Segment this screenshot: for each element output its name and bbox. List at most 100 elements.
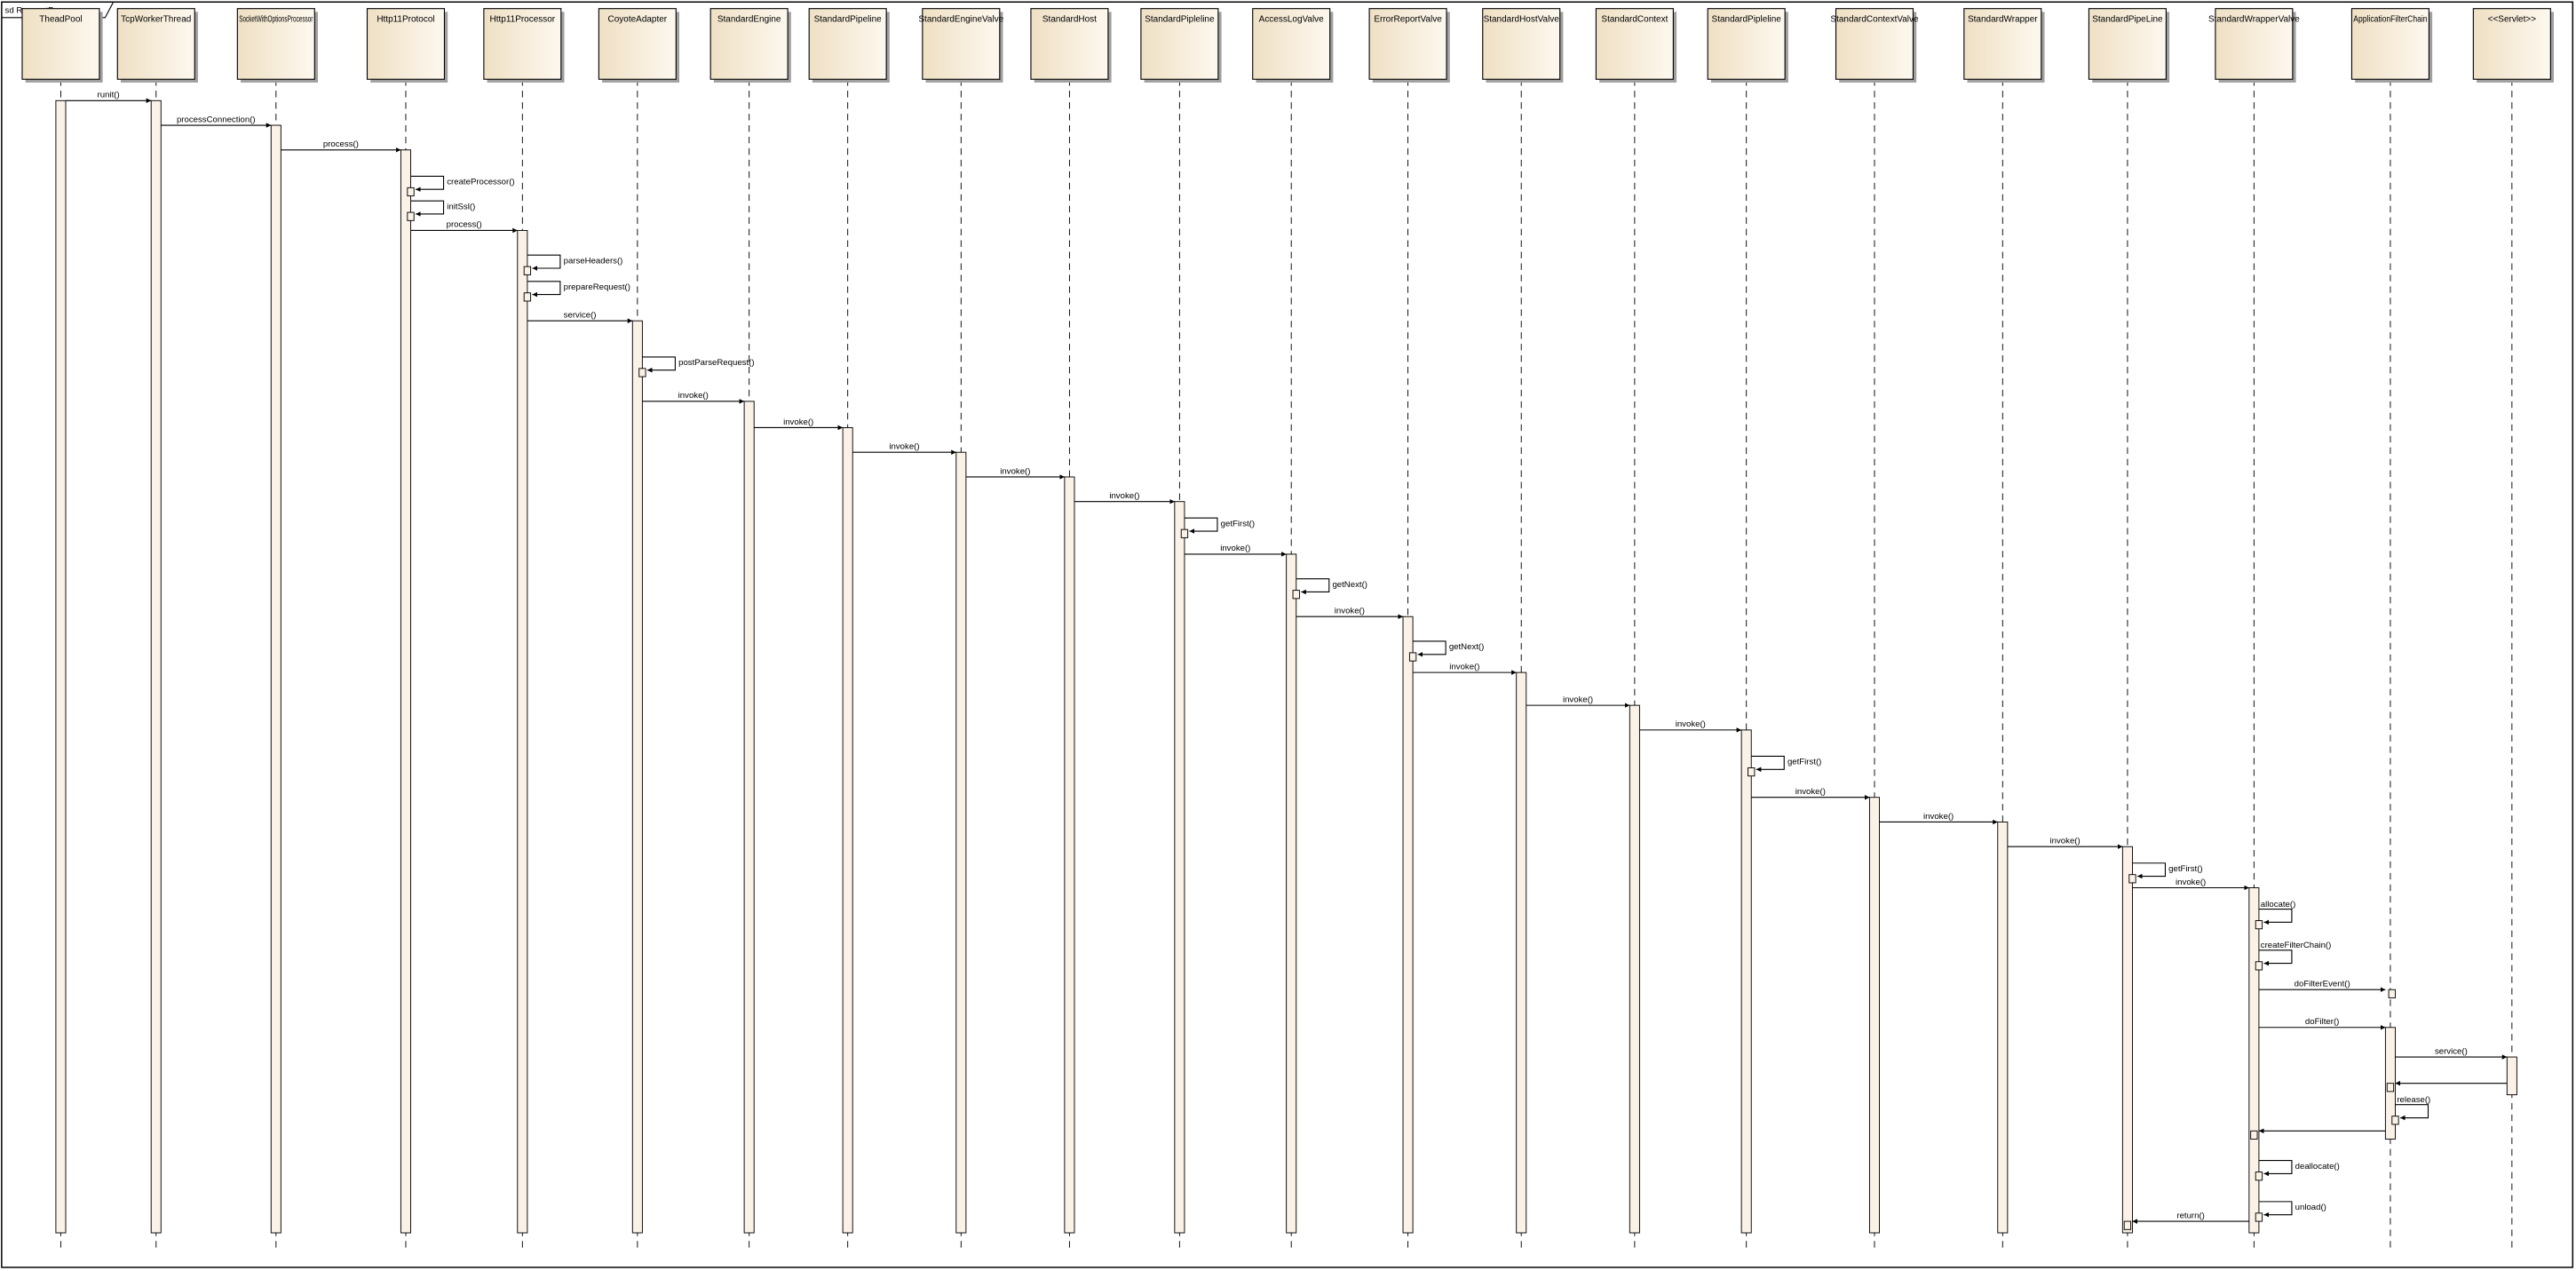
self-message-arrow: [1296, 578, 1330, 595]
execution-box: [407, 211, 415, 221]
activation-bar: [1868, 797, 1881, 1234]
execution-box: [2255, 1172, 2263, 1181]
lifeline-name: StandardPipeLine: [2092, 14, 2163, 24]
message-self: getFirst(): [1180, 517, 1255, 538]
message-call: invoke(): [1879, 812, 1998, 825]
message-label: getFirst(): [1221, 519, 1255, 528]
execution-box: [1748, 767, 1756, 777]
message-label: invoke(): [1563, 695, 1593, 704]
lifeline-header: StandardEngineValve: [918, 8, 1004, 83]
activation-bar: [150, 99, 162, 1234]
lifeline-name: Http11Protocol: [376, 14, 434, 24]
message-label: invoke(): [1923, 812, 1954, 822]
message-label: parseHeaders(): [564, 256, 623, 266]
activation-bar: [842, 426, 853, 1234]
lifeline-header: TcpWorkerThread: [116, 8, 198, 83]
self-message-arrow: [1184, 517, 1218, 534]
message-self: unload(): [2255, 1201, 2326, 1222]
lifeline-box: [808, 8, 887, 80]
lifeline-header: StandardWrapperValve: [2208, 8, 2300, 83]
message-call: invoke(): [1074, 491, 1175, 504]
lifeline-header: StandardHostValve: [1482, 8, 1564, 83]
message-label: invoke(): [1109, 491, 1139, 501]
self-message-arrow: [1751, 755, 1785, 773]
self-message-arrow: [2258, 908, 2293, 925]
execution-box: [2388, 989, 2396, 998]
message-call: process(): [410, 220, 518, 234]
lifeline-box: [366, 8, 446, 80]
lifeline-box: [709, 8, 789, 80]
activation-bar: [400, 149, 411, 1234]
self-message-arrow: [410, 200, 445, 217]
self-message-arrow: [2132, 862, 2167, 879]
message-call: invoke(): [1526, 695, 1630, 708]
message-label: return(): [2176, 1211, 2205, 1220]
lifeline-name: StandardPipleline: [1712, 14, 1782, 24]
lifeline-header: StandardPipeLine: [2088, 8, 2170, 83]
message-self: release(): [2391, 1095, 2430, 1125]
lifeline-header: StandardPipeline: [808, 8, 890, 83]
lifeline-name: CoyoteAdapter: [608, 14, 668, 24]
lifeline-header: SocketWithOptionsProcessor: [236, 8, 318, 83]
lifeline-box: [2472, 8, 2551, 80]
lifeline-box: [21, 8, 100, 80]
activation-bar: [1740, 729, 1752, 1234]
message-self: getFirst(): [2128, 862, 2203, 884]
message-call: runit(): [66, 91, 152, 104]
message-call: doFilter(): [2258, 1017, 2386, 1030]
lifeline-box: [1835, 8, 1914, 80]
lifeline-name: SocketWithOptionsProcessor: [239, 14, 313, 24]
activation-bar: [2248, 887, 2260, 1234]
lifeline-header: StandardHost: [1030, 8, 1112, 83]
lifeline-header: StandardEngine: [709, 8, 791, 83]
activation-bar: [1064, 476, 1075, 1234]
message-label: invoke(): [1676, 719, 1706, 729]
lifeline-header: ApplicationFilterChain: [2350, 8, 2433, 83]
message-label: invoke(): [1335, 607, 1365, 616]
message-label: createFilterChain(): [2261, 941, 2332, 950]
activation-bar: [517, 229, 528, 1234]
message-self: getFirst(): [1748, 755, 1821, 777]
message-label: service(): [2435, 1046, 2468, 1056]
lifeline-header: Http11Processor: [483, 8, 565, 83]
lifeline-box: [2088, 8, 2167, 80]
lifeline-header: <<Servlet>>: [2472, 8, 2555, 83]
message-call: invoke(): [754, 417, 844, 431]
execution-box: [2255, 961, 2263, 971]
lifeline-box: [1963, 8, 2042, 80]
message-label: service(): [564, 311, 597, 321]
message-self: postParseRequest(): [638, 356, 755, 377]
message-self: createFilterChain(): [2255, 941, 2332, 971]
lifeline-box: [922, 8, 1001, 80]
activation-bar: [1174, 501, 1185, 1234]
message-call: invoke(): [1184, 544, 1287, 557]
message-call: invoke(): [2132, 878, 2249, 891]
lifeline-name: <<Servlet>>: [2488, 14, 2537, 24]
self-message-arrow: [2258, 1201, 2293, 1218]
message-label: invoke(): [678, 391, 709, 401]
lifeline-name: StandardPipleline: [1145, 14, 1215, 24]
lifeline-header: StandardWrapper: [1963, 8, 2045, 83]
message-label: invoke(): [1795, 787, 1826, 797]
lifeline-name: TcpWorkerThread: [121, 14, 191, 24]
lifeline-box: [1030, 8, 1109, 80]
lifeline-header: StandardContext: [1595, 8, 1677, 83]
message-label: getNext(): [1332, 580, 1367, 590]
execution-box: [2255, 920, 2263, 930]
lifeline-header: StandardPipleline: [1140, 8, 1222, 83]
message-label: process(): [447, 220, 482, 230]
execution-box: [1292, 590, 1300, 600]
execution-box: [523, 292, 532, 302]
lifeline-name: StandardEngineValve: [918, 14, 1003, 24]
lifeline-header: Http11Protocol: [366, 8, 448, 83]
execution-box: [2255, 1212, 2263, 1222]
self-message-arrow: [527, 281, 561, 298]
message-call: invoke(): [1751, 787, 1870, 800]
message-label: prepareRequest(): [564, 282, 630, 292]
self-message-arrow: [1413, 640, 1447, 657]
execution-box: [1408, 652, 1417, 662]
message-label: runit(): [98, 91, 120, 100]
message-call: invoke(): [1639, 719, 1742, 733]
lifeline-box: [1707, 8, 1786, 80]
message-label: unload(): [2295, 1203, 2326, 1212]
